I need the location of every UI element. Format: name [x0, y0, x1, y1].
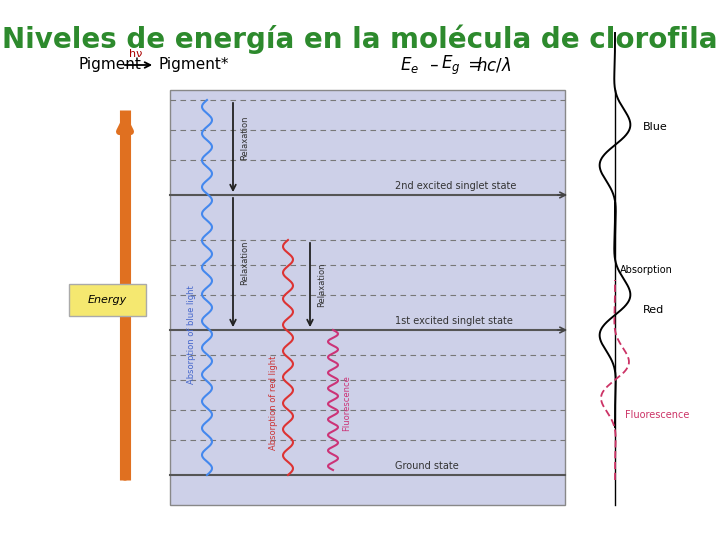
Text: Relaxation: Relaxation — [240, 241, 250, 285]
Text: $E_e$: $E_e$ — [400, 55, 419, 75]
Text: Absorption of blue light: Absorption of blue light — [187, 286, 197, 384]
Text: Ground state: Ground state — [395, 461, 459, 471]
Text: Pigment*: Pigment* — [158, 57, 228, 72]
Text: =: = — [463, 56, 487, 74]
Text: Blue: Blue — [643, 122, 667, 132]
Text: 1st excited singlet state: 1st excited singlet state — [395, 316, 513, 326]
Text: Energy: Energy — [87, 295, 127, 305]
Text: Pigment: Pigment — [78, 57, 141, 72]
Text: 2nd excited singlet state: 2nd excited singlet state — [395, 181, 516, 191]
Text: Absorption: Absorption — [620, 265, 673, 275]
Text: Relaxation: Relaxation — [318, 263, 326, 307]
Text: Absorption of red light: Absorption of red light — [269, 356, 277, 450]
Bar — [170, 90, 565, 505]
Text: hν: hν — [130, 49, 143, 59]
Text: Red: Red — [643, 305, 665, 315]
Text: Fluorescence: Fluorescence — [343, 375, 351, 431]
FancyBboxPatch shape — [69, 284, 146, 316]
Text: $E_g$: $E_g$ — [441, 53, 461, 77]
Text: Relaxation: Relaxation — [240, 116, 250, 160]
Text: Fluorescence: Fluorescence — [625, 410, 689, 420]
Text: –: – — [425, 56, 444, 74]
Text: Niveles de energía en la molécula de clorofila: Niveles de energía en la molécula de clo… — [2, 25, 718, 55]
Text: $hc/\lambda$: $hc/\lambda$ — [476, 56, 511, 75]
